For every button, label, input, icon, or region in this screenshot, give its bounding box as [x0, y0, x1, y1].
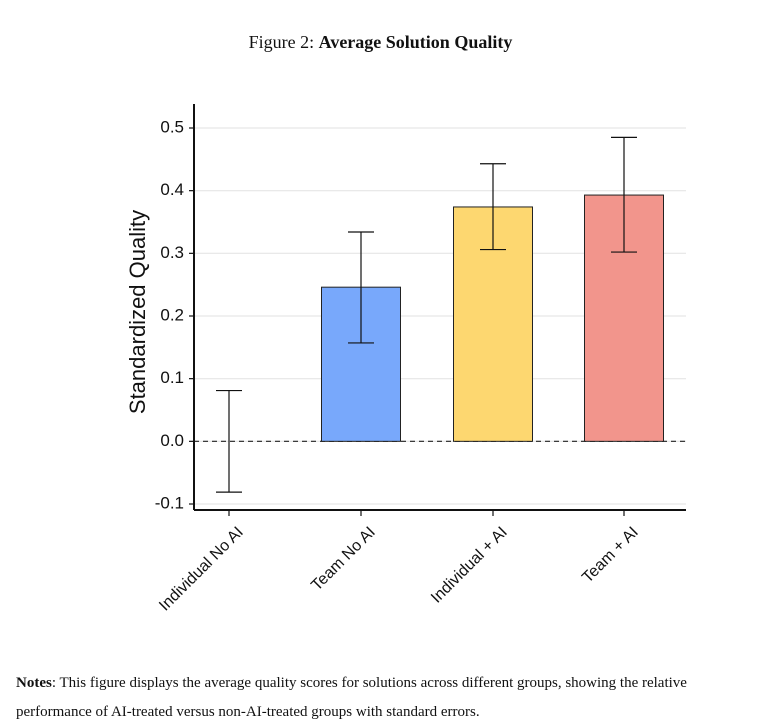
y-tick-label: 0.0	[160, 431, 184, 450]
y-tick-label: 0.5	[160, 117, 184, 136]
notes-text: : This figure displays the average quali…	[16, 675, 687, 720]
x-tick-label: Individual + AI	[428, 524, 511, 607]
figure-notes: Notes: This figure displays the average …	[16, 669, 756, 727]
y-tick-label: 0.1	[160, 368, 184, 387]
error-bars	[216, 136, 637, 493]
notes-label: Notes	[16, 675, 52, 691]
axes	[189, 104, 686, 516]
x-tick-label: Team + AI	[579, 524, 642, 587]
figure-title: Figure 2: Average Solution Quality	[0, 32, 761, 53]
y-tick-label: 0.4	[160, 180, 184, 199]
figure-title-prefix: Figure 2:	[248, 32, 315, 52]
y-tick-labels: -0.1 0.0 0.1 0.2 0.3 0.4 0.5	[155, 117, 184, 512]
x-tick-label: Team No AI	[308, 524, 379, 595]
x-tick-label: Individual No AI	[156, 524, 247, 615]
y-tick-label: 0.3	[160, 243, 184, 262]
x-tick-labels: Individual No AI Team No AI Individual + A…	[156, 524, 642, 615]
bar-chart: -0.1 0.0 0.1 0.2 0.3 0.4 0.5 Individual No AI T…	[125, 104, 686, 615]
figure-title-main: Average Solution Quality	[318, 32, 513, 52]
y-axis-label: Standardized Quality	[125, 210, 150, 414]
y-tick-label: 0.2	[160, 305, 184, 324]
y-tick-label: -0.1	[155, 493, 184, 512]
